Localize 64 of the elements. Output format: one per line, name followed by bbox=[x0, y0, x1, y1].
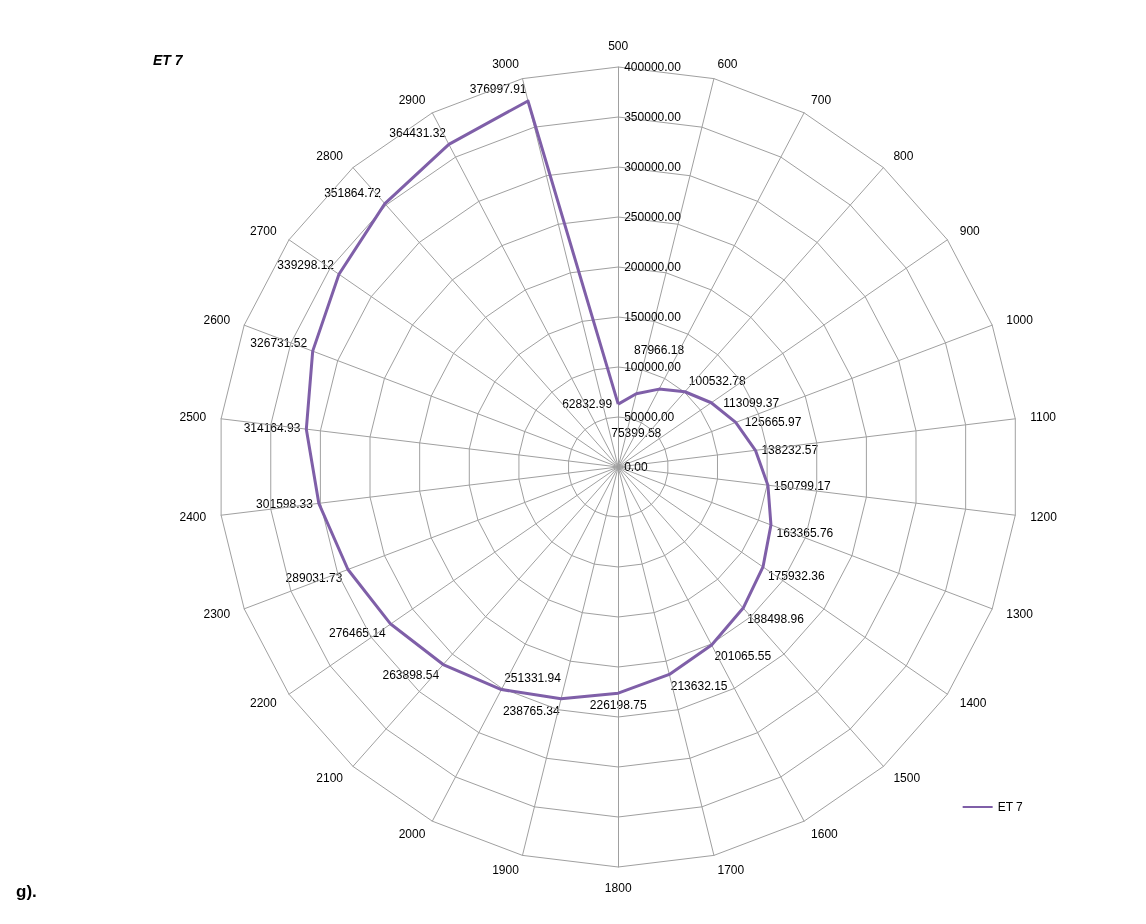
data-label: 62832.99 bbox=[562, 397, 613, 412]
spoke-label: 700 bbox=[811, 92, 832, 107]
data-label: 351864.72 bbox=[324, 186, 382, 201]
spoke-label: 1700 bbox=[717, 862, 745, 877]
spoke-label: 2800 bbox=[316, 149, 344, 164]
text: g). bbox=[16, 882, 37, 901]
spoke-label: 2300 bbox=[203, 607, 231, 622]
data-label: 125665.97 bbox=[744, 415, 802, 430]
spoke-label: 1600 bbox=[811, 827, 839, 842]
data-label: 188498.96 bbox=[747, 611, 805, 626]
data-label: 339298.12 bbox=[277, 257, 335, 272]
spoke-label: 1200 bbox=[1030, 510, 1058, 525]
y-tick-label: 150000.00 bbox=[624, 310, 682, 324]
data-label: 226198.75 bbox=[589, 698, 647, 713]
text: ET 7 bbox=[153, 52, 184, 68]
y-tick-label: 300000.00 bbox=[624, 160, 682, 174]
data-label: 364431.32 bbox=[389, 126, 447, 140]
data-label: 301598.33 bbox=[256, 497, 314, 512]
data-label: 75399.58 bbox=[611, 425, 662, 440]
y-tick-label: 350000.00 bbox=[624, 110, 682, 124]
spoke-label: 2200 bbox=[249, 695, 277, 710]
spoke-label: 500 bbox=[608, 39, 629, 53]
data-label: 376997.91 bbox=[469, 82, 527, 97]
data-label: 175932.36 bbox=[767, 569, 825, 584]
data-label: 238765.34 bbox=[502, 703, 560, 718]
spoke-label: 2100 bbox=[316, 770, 344, 785]
data-label: 289031.73 bbox=[285, 570, 343, 585]
data-label: 138232.57 bbox=[761, 442, 819, 457]
spoke-label: 1400 bbox=[959, 695, 987, 710]
data-label: 326731.52 bbox=[250, 336, 308, 351]
legend-label: ET 7 bbox=[997, 800, 1024, 814]
y-tick-label: 0.00 bbox=[624, 460, 648, 474]
spoke-label: 1500 bbox=[893, 770, 921, 785]
y-tick-label: 400000.00 bbox=[624, 60, 682, 74]
data-label: 87966.18 bbox=[634, 343, 685, 358]
spoke-label: 2900 bbox=[398, 92, 426, 107]
y-tick-label: 50000.00 bbox=[624, 410, 675, 424]
data-label: 201065.55 bbox=[714, 649, 772, 664]
y-tick-label: 100000.00 bbox=[624, 360, 682, 374]
data-label: 163365.76 bbox=[776, 526, 834, 541]
data-label: 276465.14 bbox=[329, 626, 387, 641]
data-label: 113099.37 bbox=[723, 395, 780, 410]
spoke-label: 1900 bbox=[492, 862, 520, 877]
data-label: 100532.78 bbox=[688, 374, 746, 389]
spoke-label: 2500 bbox=[179, 409, 207, 424]
spoke-label: 800 bbox=[893, 149, 914, 164]
spoke-label: 1800 bbox=[604, 881, 632, 895]
spoke-label: 3000 bbox=[492, 57, 520, 72]
spoke-label: 600 bbox=[717, 57, 738, 72]
spoke-label: 1000 bbox=[1006, 312, 1034, 327]
y-tick-label: 250000.00 bbox=[624, 210, 682, 224]
spoke-label: 900 bbox=[959, 224, 981, 239]
spoke-label: 1100 bbox=[1030, 409, 1057, 424]
spoke-label: 2000 bbox=[398, 827, 426, 842]
spoke-label: 2600 bbox=[203, 312, 231, 327]
data-label: 150799.17 bbox=[773, 478, 831, 493]
spoke-label: 2700 bbox=[249, 224, 277, 239]
spoke-label: 1300 bbox=[1006, 607, 1034, 622]
data-label: 263898.54 bbox=[382, 668, 440, 683]
data-label: 251331.94 bbox=[504, 671, 562, 686]
y-tick-label: 200000.00 bbox=[624, 260, 682, 274]
spoke-label: 2400 bbox=[179, 510, 207, 525]
data-label: 314164.93 bbox=[243, 421, 301, 436]
data-label: 213632.15 bbox=[670, 679, 728, 694]
